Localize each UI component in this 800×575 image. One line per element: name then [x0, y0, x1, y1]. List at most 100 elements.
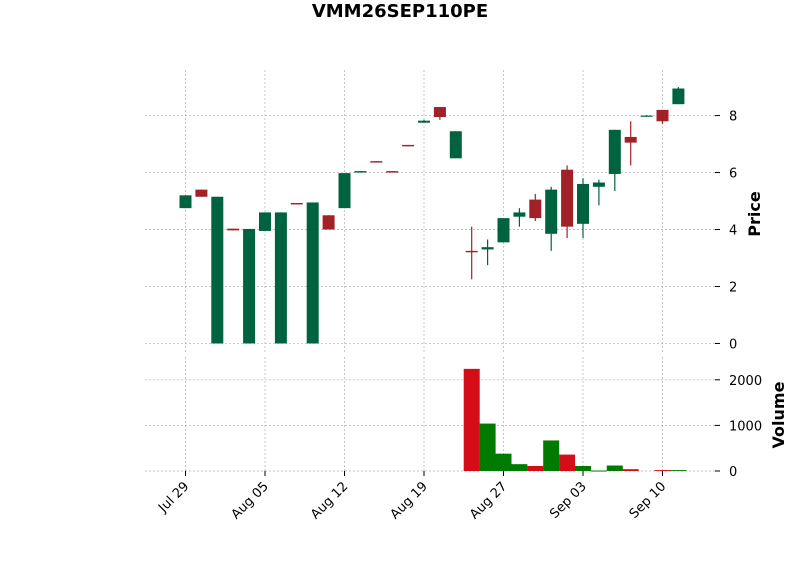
- candle-body: [481, 247, 494, 250]
- candle-body: [386, 171, 399, 173]
- candle-body: [640, 115, 653, 117]
- volume-bar: [590, 470, 607, 472]
- candle-body: [306, 202, 319, 344]
- x-tick-label: Sep 03: [547, 479, 590, 522]
- volume-bar: [479, 423, 496, 471]
- candle: [608, 129, 621, 192]
- candle: [227, 228, 240, 231]
- volume-bar: [463, 368, 480, 471]
- candle-body: [195, 189, 208, 197]
- x-tick-label: Aug 05: [229, 479, 272, 522]
- candle: [370, 161, 383, 163]
- x-tick-label: Aug 27: [467, 479, 510, 522]
- volume-bar: [559, 454, 576, 471]
- candle: [402, 144, 415, 147]
- candle-body: [545, 189, 558, 234]
- candle-body: [290, 203, 303, 205]
- candle: [513, 208, 526, 227]
- candle: [338, 173, 351, 209]
- candle-body: [402, 144, 415, 147]
- candle: [481, 239, 494, 266]
- candle: [418, 119, 430, 123]
- candle-body: [227, 228, 240, 231]
- candle-body: [433, 107, 446, 117]
- volume-bar: [622, 469, 639, 471]
- candle: [656, 109, 669, 125]
- candle-body: [577, 183, 589, 224]
- candle: [577, 178, 589, 239]
- x-axis: Jul 29 Aug 05 Aug 12 Aug 19 Aug 27 Sep 03 Sep …: [155, 471, 669, 522]
- candle: [465, 226, 478, 280]
- candle: [449, 131, 462, 159]
- price-tick-label: 6: [729, 167, 737, 182]
- price-tick-label: 2: [729, 280, 737, 295]
- volume-bar: [670, 470, 687, 472]
- candle: [545, 186, 558, 251]
- x-tick-label: Aug 12: [308, 479, 351, 522]
- price-tick-label: 8: [729, 110, 737, 125]
- volume-panel: 0 1000 2000: [145, 357, 762, 480]
- candle: [306, 202, 319, 344]
- candle: [259, 212, 271, 231]
- price-panel: 0 2 4 6 8: [145, 70, 737, 352]
- volume-bar: [575, 465, 591, 471]
- candle-body: [497, 218, 510, 243]
- volume-bar: [527, 465, 544, 471]
- volume-bar: [543, 440, 560, 471]
- price-tick-label: 0: [729, 337, 737, 352]
- volume-bar: [495, 453, 512, 471]
- candle: [195, 189, 208, 197]
- candle-body: [656, 109, 669, 122]
- x-tick-label: Jul 29: [155, 479, 192, 516]
- candle: [211, 196, 224, 344]
- candle: [592, 179, 605, 206]
- volume-tick-label: 1000: [729, 419, 762, 434]
- volume-tick-label: 2000: [729, 374, 762, 389]
- candle: [274, 212, 287, 344]
- candle-body: [259, 212, 271, 231]
- price-tick-label: 4: [729, 224, 737, 239]
- candle: [433, 107, 446, 120]
- volume-bar: [511, 464, 528, 471]
- candle-body: [672, 88, 685, 105]
- volume-axis-label: Volume: [769, 381, 788, 448]
- x-tick-label: Aug 19: [388, 479, 431, 522]
- candle-body: [529, 199, 542, 219]
- candle: [561, 165, 574, 239]
- candle: [672, 87, 685, 105]
- price-axis-label: Price: [745, 191, 764, 237]
- x-tick-label: Sep 10: [627, 479, 670, 522]
- candle: [624, 121, 637, 166]
- candle-body: [354, 171, 367, 173]
- candle: [640, 115, 653, 117]
- candle-body: [211, 196, 224, 344]
- chart-title: VMM26SEP110PE: [312, 1, 488, 22]
- volume-tick-label: 0: [729, 465, 737, 480]
- candle: [529, 193, 542, 221]
- candle-body: [322, 215, 335, 230]
- candle-body: [624, 136, 637, 143]
- candle-body: [338, 173, 351, 209]
- candle-body: [449, 131, 462, 159]
- candle-body: [513, 212, 526, 217]
- candle-body: [608, 129, 621, 174]
- candle-body: [418, 120, 430, 123]
- candle-body: [465, 250, 478, 253]
- candle: [386, 171, 399, 173]
- volume-bar: [654, 470, 671, 472]
- candle: [243, 228, 256, 344]
- candle: [354, 171, 367, 173]
- candle-body: [370, 161, 383, 163]
- volume-bar: [606, 465, 623, 471]
- candle: [290, 203, 303, 205]
- candle-body: [274, 212, 287, 344]
- candle-body: [179, 195, 192, 209]
- candle-body: [592, 182, 605, 187]
- candle-body: [243, 228, 256, 344]
- candle-body: [561, 169, 574, 227]
- candle: [179, 195, 192, 209]
- candle: [322, 215, 335, 230]
- candle: [497, 218, 510, 243]
